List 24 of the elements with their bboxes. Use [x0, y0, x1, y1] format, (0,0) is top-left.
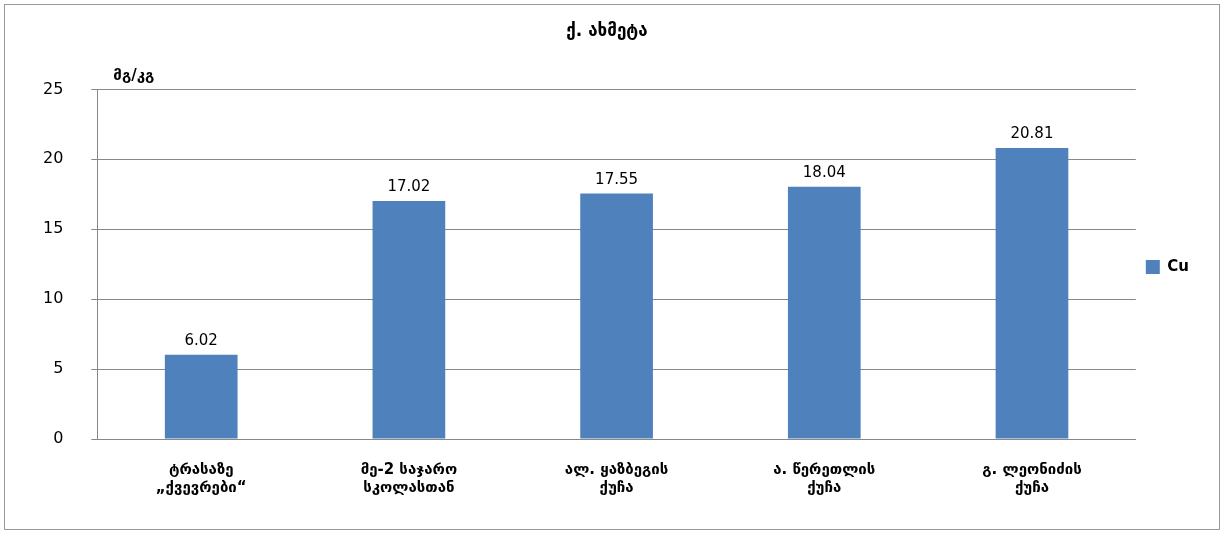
y-tick-label: 25	[43, 78, 64, 98]
y-tick-label: 15	[43, 218, 64, 238]
x-tick-label: გ. ლეონიძის ქუჩა	[982, 459, 1082, 496]
data-label: 6.02	[184, 331, 218, 350]
x-tick-label: ტრასაზე „ქვევრები“	[155, 459, 247, 496]
y-tick-label: 10	[43, 288, 64, 308]
y-tick-label: 5	[53, 358, 64, 378]
bar	[372, 200, 446, 439]
y-axis-title: მგ/კგ	[113, 65, 155, 84]
x-tick-label: მე-2 საჯარო სკოლასთან	[360, 459, 458, 496]
x-tick-label: ალ. ყაზბეგის ქუჩა	[564, 459, 669, 496]
y-tick-label: 20	[43, 148, 64, 168]
bar	[164, 354, 238, 439]
bar	[580, 193, 653, 439]
data-label: 18.04	[802, 163, 846, 182]
x-tick-label: ა. წერეთლის ქუჩა	[773, 459, 876, 496]
legend-label: Cu	[1167, 256, 1189, 275]
bar	[995, 147, 1069, 439]
data-label: 20.81	[1010, 124, 1054, 143]
bar	[787, 186, 861, 439]
data-label: 17.55	[595, 169, 639, 188]
chart-title: ქ. ახმეტა	[566, 19, 648, 40]
y-tick-label: 0	[53, 428, 64, 448]
data-label: 17.02	[387, 177, 431, 196]
